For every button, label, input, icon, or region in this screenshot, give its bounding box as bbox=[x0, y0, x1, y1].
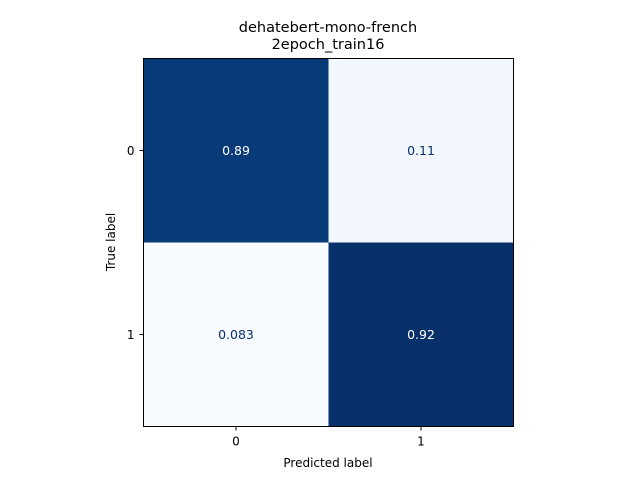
x-tick-label-1: 1 bbox=[417, 435, 425, 449]
cell-value-label-1-0: 0.083 bbox=[218, 327, 254, 342]
heatmap-cell-1-1 bbox=[328, 242, 514, 427]
y-tick-label-1: 1 bbox=[127, 328, 135, 342]
y-tick-label-0: 0 bbox=[127, 144, 135, 158]
chart-title-line-2: 2epoch_train16 bbox=[272, 37, 385, 53]
cell-value-label-0-0: 0.89 bbox=[222, 143, 250, 158]
heatmap-cells bbox=[143, 58, 514, 427]
plot-frame bbox=[143, 58, 514, 427]
heatmap-cell-labels: 0.89 0.11 0.083 0.92 bbox=[218, 143, 435, 342]
y-axis-ticks: 01 bbox=[127, 144, 144, 342]
cell-value-label-0-1: 0.11 bbox=[407, 143, 435, 158]
y-axis-label: True label bbox=[104, 213, 118, 272]
cell-value-label-1-1: 0.92 bbox=[407, 327, 435, 342]
chart-title-line-1: dehatebert-mono-french bbox=[239, 20, 417, 36]
x-tick-label-0: 0 bbox=[232, 435, 240, 449]
heatmap-cell-1-0 bbox=[143, 242, 329, 427]
x-axis-label: Predicted label bbox=[283, 456, 372, 470]
heatmap-cell-0-1 bbox=[328, 58, 514, 243]
heatmap-cell-0-0 bbox=[143, 58, 329, 243]
